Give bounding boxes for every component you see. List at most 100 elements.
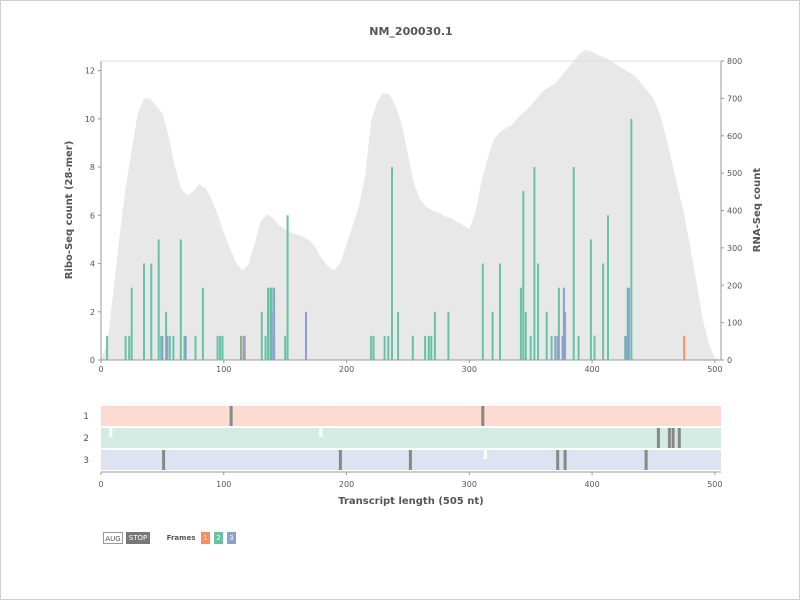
ribo-bar-frame2 — [168, 335, 171, 360]
ribo-bar-frame2 — [370, 335, 373, 360]
stop-codon-mark — [644, 450, 648, 470]
orf-row-label: 1 — [83, 412, 89, 422]
ribo-bar-frame2 — [519, 287, 522, 360]
legend-frame-1: 1 — [201, 532, 210, 544]
orf-row-label: 3 — [83, 456, 89, 466]
right-tick-label: 100 — [727, 319, 742, 328]
top-x-tick-label: 100 — [216, 365, 231, 374]
ribo-bar-frame2 — [430, 335, 433, 360]
ribo-bar-frame2 — [221, 335, 224, 360]
top-x-tick-label: 200 — [339, 365, 354, 374]
ribo-bar-frame1 — [683, 335, 686, 360]
stop-codon-mark — [556, 450, 560, 470]
ribo-bar-frame2 — [411, 335, 414, 360]
ribo-bar-frame2 — [433, 311, 436, 360]
chart-title: NM_200030.1 — [369, 25, 452, 38]
ribo-bar-frame3 — [184, 335, 187, 360]
legend-frame-3: 3 — [227, 532, 236, 544]
right-tick-label: 600 — [727, 132, 742, 141]
ribo-bar-frame2 — [491, 311, 494, 360]
ribo-bar-frame2 — [427, 335, 430, 360]
ribo-bar-frame2 — [589, 239, 592, 360]
legend-stop-key: STOP — [126, 532, 150, 544]
right-tick-label: 800 — [727, 57, 742, 66]
ribo-bar-frame3 — [305, 311, 307, 360]
left-tick-label: 8 — [90, 163, 95, 172]
ribo-bar-frame2 — [286, 215, 289, 360]
stop-codon-mark — [671, 428, 675, 448]
ribo-bar-frame2 — [564, 311, 567, 360]
ribo-bar-frame2 — [383, 335, 386, 360]
orf-row-frame1 — [101, 406, 721, 426]
orf-x-tick-label: 0 — [98, 480, 103, 489]
ribo-bar-frame2 — [269, 287, 272, 360]
ribo-bar-frame2 — [219, 335, 222, 360]
ribo-bar-frame3 — [273, 287, 276, 360]
ribo-bar-frame2 — [216, 335, 219, 360]
orf-x-tick-label: 100 — [216, 480, 231, 489]
legend-frames-label: Frames — [166, 534, 196, 542]
ribo-bar-frame2 — [607, 215, 609, 360]
ribo-bar-frame2 — [529, 335, 532, 360]
ribo-bar-frame3 — [625, 335, 628, 360]
ribo-bar-frame3 — [627, 287, 630, 360]
left-tick-label: 2 — [90, 308, 95, 317]
ribo-bar-frame3 — [161, 335, 164, 360]
left-tick-label: 6 — [90, 211, 95, 220]
ribo-bar-frame2 — [593, 335, 596, 360]
top-x-tick-label: 300 — [462, 365, 477, 374]
right-tick-label: 500 — [727, 169, 742, 178]
legend-aug-key: AUG — [103, 532, 123, 544]
ribo-bar-frame2 — [481, 263, 484, 360]
ribo-bar-frame2 — [150, 263, 153, 360]
ribo-bar-frame3 — [562, 287, 565, 360]
ribo-bar-frame2 — [160, 335, 163, 360]
ribo-bar-frame2 — [267, 287, 269, 360]
ribo-bar-frame3 — [554, 335, 557, 360]
stop-codon-mark — [229, 406, 233, 426]
right-tick-label: 400 — [727, 207, 742, 216]
stop-codon-mark — [563, 450, 567, 470]
aug-codon-mark — [109, 428, 113, 437]
ribo-bar-frame3 — [556, 335, 559, 360]
left-tick-label: 10 — [85, 115, 95, 124]
ribo-bar-frame2 — [260, 311, 263, 360]
ribo-bar-frame2 — [602, 263, 605, 360]
right-tick-label: 300 — [727, 244, 742, 253]
ribo-bar-frame2 — [499, 263, 501, 360]
stop-codon-mark — [338, 450, 342, 470]
rna-seq-area — [101, 49, 721, 361]
stop-codon-mark — [656, 428, 660, 448]
ribo-bar-frame2 — [624, 335, 627, 360]
ribo-bar-frame2 — [130, 287, 133, 360]
ribo-bar-frame3 — [243, 335, 246, 360]
left-tick-label: 12 — [85, 67, 95, 76]
ribo-bar-frame2 — [550, 335, 553, 360]
ribo-bar-frame2 — [179, 239, 182, 360]
ribo-bar-frame2 — [557, 287, 560, 360]
orf-row-label: 2 — [83, 434, 89, 444]
ribo-bar-frame2 — [572, 167, 575, 360]
left-tick-label: 0 — [90, 356, 95, 365]
ribo-bar-frame3 — [166, 335, 169, 360]
ribo-bar-frame2 — [397, 311, 400, 360]
ribo-bar-frame2 — [284, 335, 287, 360]
ribo-bar-frame1 — [242, 335, 245, 360]
ribo-bar-frame2 — [165, 311, 168, 360]
ribo-bar-frame2 — [172, 335, 175, 360]
orf-row-frame2 — [101, 428, 721, 448]
ribo-bar-frame2 — [545, 311, 548, 360]
left-tick-label: 4 — [90, 260, 95, 269]
orf-x-tick-label: 500 — [707, 480, 722, 489]
ribo-bar-frame2 — [157, 239, 160, 360]
left-axis-label: Ribo-Seq count (28-mer) — [64, 141, 75, 280]
ribo-bar-frame2 — [630, 118, 633, 361]
ribo-bar-frame2 — [194, 335, 197, 360]
orf-x-tick-label: 400 — [584, 480, 599, 489]
ribo-bar-frame2 — [577, 335, 580, 360]
stop-codon-mark — [667, 428, 671, 448]
stop-codon-mark — [408, 450, 412, 470]
right-axis-label: RNA-Seq count — [752, 168, 763, 253]
